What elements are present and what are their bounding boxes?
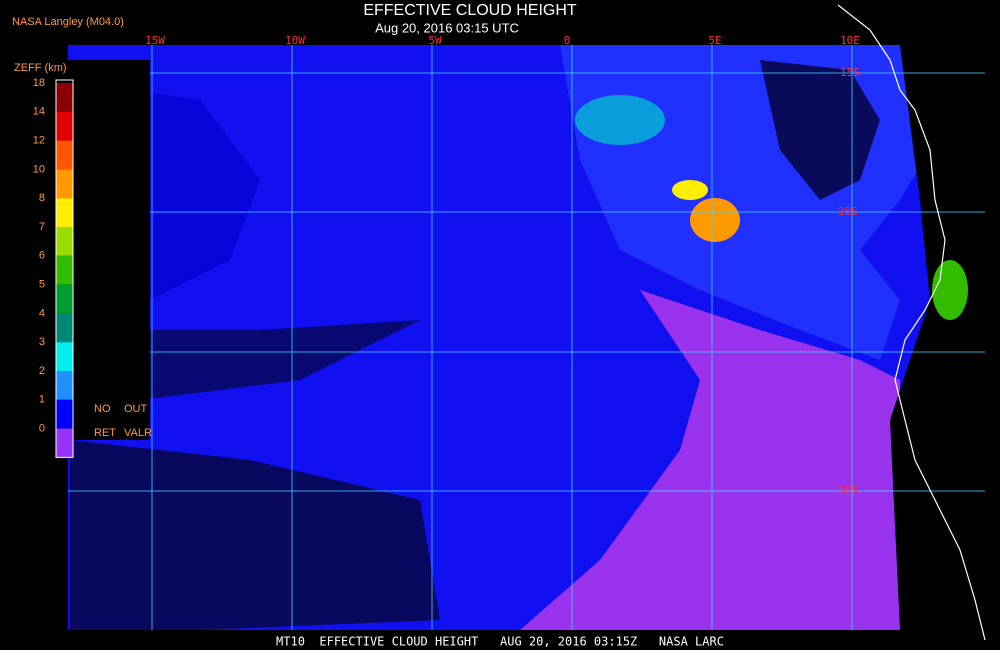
- lat-label: 30S: [838, 484, 858, 497]
- legend-label: 6: [39, 250, 45, 262]
- legend-swatch: [56, 169, 73, 199]
- lat-label: 15S: [840, 66, 860, 79]
- legend-label: 2: [39, 365, 45, 377]
- title: EFFECTIVE CLOUD HEIGHT: [363, 2, 577, 19]
- legend-swatch: [56, 83, 73, 112]
- legend-label: 10: [33, 163, 45, 175]
- legend-note: NO: [94, 403, 111, 415]
- legend-label: 12: [33, 135, 45, 147]
- legend-swatch: [56, 198, 73, 227]
- coastline: [837, 4, 986, 641]
- lon-label: 10W: [285, 34, 305, 47]
- legend-label: 5: [39, 279, 45, 291]
- legend-swatch: [56, 313, 73, 343]
- legend-note: VALR: [124, 427, 152, 439]
- lon-label: 10E: [840, 34, 860, 47]
- footer: MT10 EFFECTIVE CLOUD HEIGHT AUG 20, 2016…: [276, 635, 724, 649]
- lon-label: 0: [564, 34, 571, 47]
- graticule: [68, 45, 985, 630]
- legend-frame: [55, 79, 74, 458]
- lon-label: 5W: [428, 34, 442, 47]
- timestamp: Aug 20, 2016 03:15 UTC: [375, 20, 519, 35]
- lat-label: 20S: [838, 205, 858, 218]
- legend-swatch: [56, 227, 73, 256]
- legend-label: 1: [39, 394, 45, 406]
- legend-swatch: [56, 428, 73, 458]
- legend-swatch: [56, 399, 73, 429]
- legend-label: 3: [39, 336, 45, 348]
- legend-label: 8: [39, 192, 45, 204]
- legend-swatch: [56, 255, 73, 285]
- legend-swatch: [56, 284, 73, 314]
- lon-label: 15W: [145, 34, 165, 47]
- legend-swatch: [56, 371, 73, 400]
- lon-label: 5E: [708, 34, 721, 47]
- legend-note: OUT: [124, 403, 148, 415]
- legend-label: 14: [33, 106, 45, 118]
- legend-label: 4: [39, 307, 45, 319]
- legend-title: ZEFF (km): [14, 62, 67, 74]
- legend-swatch: [56, 342, 73, 371]
- legend-swatch: [56, 111, 73, 141]
- legend-label: 18: [33, 77, 45, 89]
- source: NASA Langley (M04.0): [12, 16, 124, 28]
- legend-label: 7: [39, 221, 45, 233]
- imagery: [68, 45, 985, 630]
- legend-swatch: [56, 140, 73, 170]
- legend-note: RET: [94, 427, 116, 439]
- legend-label: 0: [39, 423, 45, 435]
